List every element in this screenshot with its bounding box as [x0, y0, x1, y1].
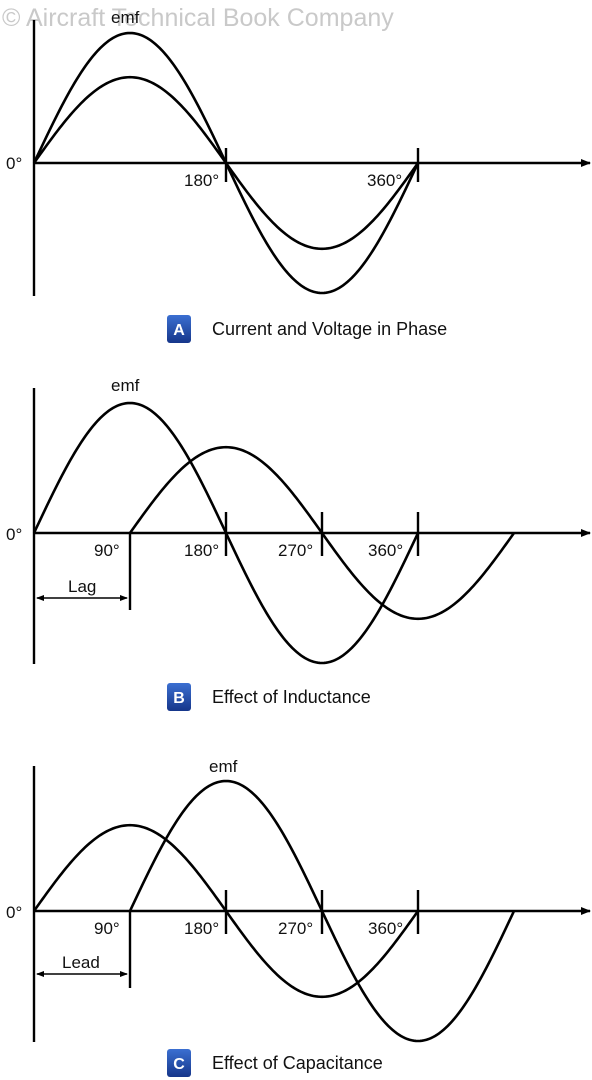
diagram-b: 0° 90° 180° 270° 360° emf Lag B Effect o…: [6, 376, 591, 711]
diagram-b-caption: Effect of Inductance: [212, 687, 371, 707]
diagram-c-emf-label: emf: [209, 757, 238, 776]
diagram-c-tick-label-90: 90°: [94, 919, 120, 938]
diagram-c-tick-label-360: 360°: [368, 919, 403, 938]
diagram-b-tick-label-90: 90°: [94, 541, 120, 560]
diagram-b-badge-letter: B: [173, 690, 185, 707]
diagram-b-tick-label-270: 270°: [278, 541, 313, 560]
diagram-c-caption: Effect of Capacitance: [212, 1053, 383, 1073]
diagram-a-caption: Current and Voltage in Phase: [212, 319, 447, 339]
diagram-b-origin-label: 0°: [6, 525, 22, 544]
diagram-b-tick-label-360: 360°: [368, 541, 403, 560]
diagram-a-badge: [167, 315, 191, 343]
diagram-c: 0° 90° 180° 270° 360° emf Lead C Effect …: [6, 757, 591, 1077]
diagram-c-badge: [167, 1049, 191, 1077]
diagram-c-tick-label-180: 180°: [184, 919, 219, 938]
diagram-c-tick-label-270: 270°: [278, 919, 313, 938]
diagram-a: 0° 180° 360° emf A Current and Voltage i…: [6, 8, 591, 343]
diagram-a-emf-label: emf: [111, 8, 140, 27]
diagram-c-origin-label: 0°: [6, 903, 22, 922]
diagram-c-badge-letter: C: [173, 1056, 185, 1073]
diagram-b-tick-label-180: 180°: [184, 541, 219, 560]
diagram-a-badge-letter: A: [173, 322, 185, 339]
diagram-b-lag-label: Lag: [68, 577, 96, 596]
diagram-a-tick-label-360: 360°: [367, 171, 402, 190]
diagram-b-badge: [167, 683, 191, 711]
diagram-c-lead-label: Lead: [62, 953, 100, 972]
diagram-b-emf-label: emf: [111, 376, 140, 395]
copyright-watermark: © Aircraft Technical Book Company: [2, 4, 394, 32]
diagram-a-tick-label-180: 180°: [184, 171, 219, 190]
diagram-a-origin-label: 0°: [6, 154, 22, 173]
